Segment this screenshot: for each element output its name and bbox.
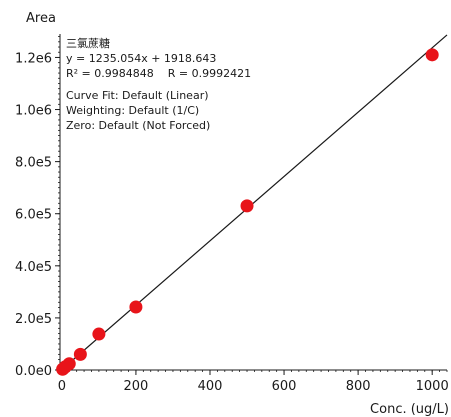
y-tick-label: 1.0e6 bbox=[15, 104, 52, 119]
y-tick-label: 1.2e6 bbox=[15, 51, 52, 66]
x-tick-label: 400 bbox=[198, 379, 223, 394]
data-points bbox=[56, 48, 439, 376]
y-tick-label: 8.0e5 bbox=[15, 156, 52, 171]
y-tick-label: 6.0e5 bbox=[15, 208, 52, 223]
y-tick-label: 0.0e0 bbox=[15, 364, 52, 379]
axes bbox=[59, 34, 447, 371]
y-ticks: 0.0e0 2.0e5 4.0e5 6.0e5 8.0e5 1.0e6 1.2e6 bbox=[15, 51, 60, 379]
data-point bbox=[240, 199, 254, 213]
annotation-weighting: Weighting: Default (1/C) bbox=[66, 104, 199, 117]
x-tick-label: 200 bbox=[124, 379, 149, 394]
annotation-zero: Zero: Default (Not Forced) bbox=[66, 119, 210, 132]
x-tick-label: 1000 bbox=[416, 379, 449, 394]
data-point bbox=[92, 327, 106, 341]
annotation-r-squared: R² = 0.9984848 R = 0.9992421 bbox=[66, 67, 251, 80]
annotation-compound: 三氯蔗糖 bbox=[66, 36, 110, 50]
annotation-curve-fit: Curve Fit: Default (Linear) bbox=[66, 89, 209, 102]
data-point bbox=[73, 347, 87, 361]
y-axis-label: Area bbox=[26, 11, 56, 26]
x-tick-label: 800 bbox=[346, 379, 371, 394]
fit-line bbox=[61, 34, 448, 370]
y-tick-label: 2.0e5 bbox=[15, 312, 52, 327]
y-tick-label: 4.0e5 bbox=[15, 260, 52, 275]
x-ticks: 0 200 400 600 800 1000 bbox=[58, 370, 449, 394]
x-tick-label: 0 bbox=[58, 379, 66, 394]
data-point bbox=[129, 300, 143, 314]
annotation-equation: y = 1235.054x + 1918.643 bbox=[66, 52, 216, 65]
data-point bbox=[425, 48, 439, 62]
data-point bbox=[62, 357, 76, 371]
x-axis-label: Conc. (ug/L) bbox=[370, 402, 449, 417]
annotation-block: 三氯蔗糖 y = 1235.054x + 1918.643 R² = 0.998… bbox=[66, 36, 251, 132]
x-tick-label: 600 bbox=[272, 379, 297, 394]
